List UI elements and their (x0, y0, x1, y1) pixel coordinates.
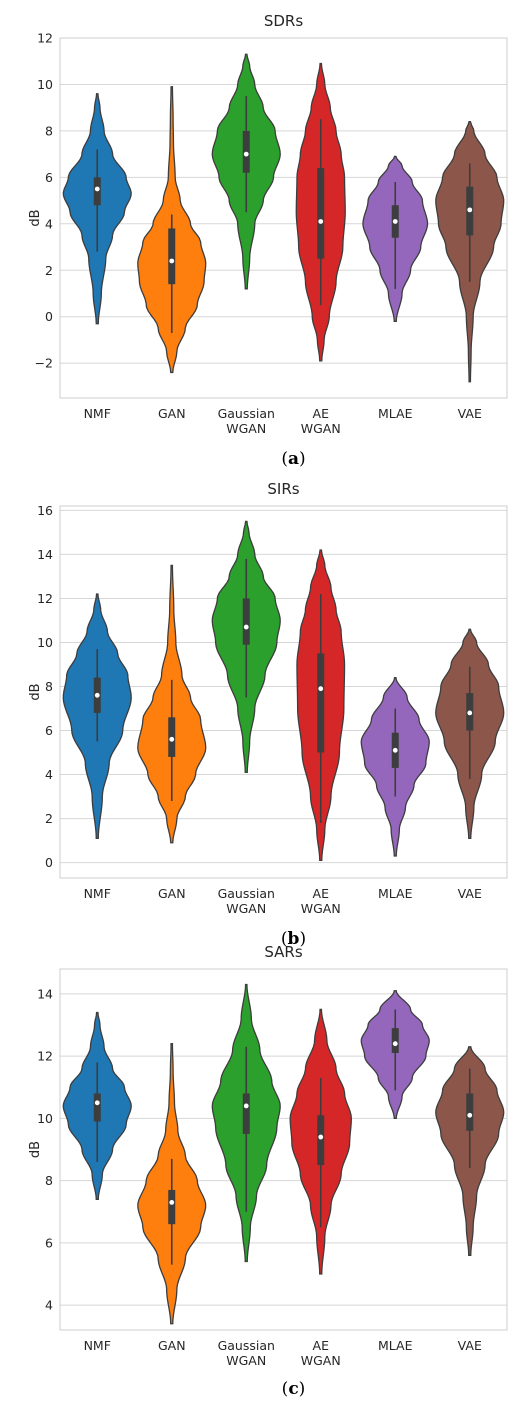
chart-title: SIRs (267, 480, 299, 498)
x-tick-label: VAE (458, 886, 482, 901)
x-tick-label: NMF (84, 1338, 111, 1353)
x-tick-label: MLAE (378, 886, 413, 901)
violin-iqr-box (242, 598, 250, 645)
y-axis-label: dB (28, 683, 43, 700)
x-tick-label: AE (313, 406, 330, 421)
y-tick-label: 4 (45, 767, 53, 782)
chart-title: SARs (264, 943, 302, 961)
y-axis-label: dB (28, 209, 43, 226)
y-tick-label: 6 (45, 1235, 53, 1250)
y-tick-label: −2 (35, 356, 53, 371)
y-tick-label: 2 (45, 263, 53, 278)
x-tick-label: NMF (84, 886, 111, 901)
violin-median (94, 186, 100, 192)
y-tick-label: 6 (45, 170, 53, 185)
violin-median (169, 1200, 175, 1205)
violin-iqr-box (466, 1093, 474, 1131)
x-tick-label: Gaussian (218, 1338, 275, 1353)
y-tick-label: 14 (37, 547, 53, 562)
violin-iqr-box (168, 1189, 176, 1225)
violin-median (467, 1112, 473, 1118)
panel-caption: (c) (282, 1379, 306, 1399)
x-tick-label: Gaussian (218, 406, 275, 421)
violin-median (94, 692, 100, 698)
x-tick-label: GAN (158, 886, 186, 901)
x-tick-label: MLAE (378, 1338, 413, 1353)
panel-caption: (a) (281, 449, 305, 469)
x-tick-label: WGAN (301, 1353, 341, 1368)
y-tick-label: 12 (37, 591, 53, 606)
plot-frame (59, 505, 508, 879)
chart-title: SDRs (264, 12, 303, 30)
x-tick-label: WGAN (226, 421, 266, 436)
violin-median (392, 1041, 398, 1047)
y-tick-label: 8 (45, 679, 53, 694)
panel-caption: (b) (281, 929, 306, 949)
violin-median (318, 686, 324, 692)
violin-median (318, 219, 324, 224)
violin-median (392, 219, 398, 224)
y-tick-label: 0 (45, 309, 53, 324)
x-tick-label: VAE (458, 1338, 482, 1353)
y-tick-label: 0 (45, 855, 53, 870)
y-tick-label: 4 (45, 1298, 53, 1313)
y-tick-label: 2 (45, 811, 53, 826)
x-tick-label: GAN (158, 406, 186, 421)
x-tick-label: AE (313, 886, 330, 901)
y-tick-label: 8 (45, 123, 53, 138)
plot-frame (59, 37, 508, 399)
violin-iqr-box (317, 653, 325, 753)
violin-iqr-box (242, 1093, 250, 1134)
x-tick-label: Gaussian (218, 886, 275, 901)
violin-median (243, 624, 249, 630)
x-tick-label: WGAN (301, 421, 341, 436)
violin-iqr-box (93, 1093, 101, 1122)
x-tick-label: WGAN (301, 901, 341, 916)
violin-iqr-box (317, 1115, 325, 1166)
y-tick-label: 12 (37, 1049, 53, 1064)
violin-median (392, 747, 398, 753)
violin-median (467, 710, 473, 716)
y-axis-label: dB (28, 1141, 43, 1158)
y-tick-label: 14 (37, 986, 53, 1001)
x-tick-label: GAN (158, 1338, 186, 1353)
y-tick-label: 10 (37, 1111, 53, 1126)
violin-median (467, 207, 473, 213)
y-tick-label: 16 (37, 503, 53, 518)
y-tick-label: 8 (45, 1173, 53, 1188)
y-tick-label: 10 (37, 77, 53, 92)
violin-median (94, 1100, 100, 1106)
y-tick-label: 10 (37, 635, 53, 650)
plot-frame (59, 968, 508, 1331)
x-tick-label: VAE (458, 406, 482, 421)
x-tick-label: WGAN (226, 1353, 266, 1368)
y-tick-label: 6 (45, 723, 53, 738)
violin-iqr-box (317, 168, 325, 259)
x-tick-label: MLAE (378, 406, 413, 421)
violin-median (318, 1134, 324, 1140)
y-tick-label: 4 (45, 216, 53, 231)
violin-iqr-box (391, 1028, 399, 1054)
violin-median (169, 736, 175, 742)
x-tick-label: NMF (84, 406, 111, 421)
violin-median (243, 151, 249, 157)
violin-median (243, 1103, 249, 1109)
x-tick-label: WGAN (226, 901, 266, 916)
violin-iqr-box (168, 228, 176, 285)
x-tick-label: AE (313, 1338, 330, 1353)
y-tick-label: 12 (37, 31, 53, 46)
violin-median (169, 258, 175, 264)
